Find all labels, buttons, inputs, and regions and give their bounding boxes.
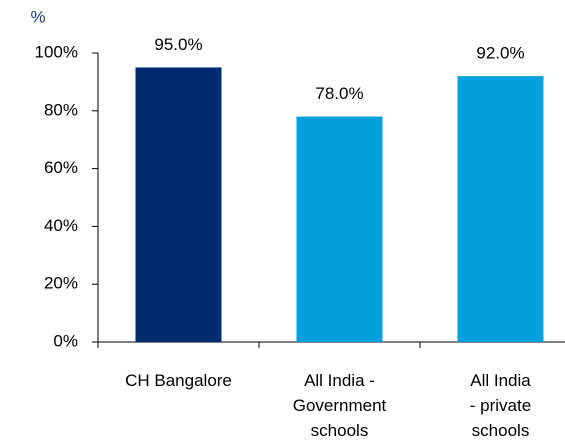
bar [457,76,544,343]
value-label: 78.0% [315,84,363,103]
x-tick-label: All India - private schools [470,371,531,440]
y-tick-label: 80% [44,100,78,119]
value-label: 95.0% [154,35,202,54]
x-tick-label: All India -Government schools [293,371,387,440]
y-tick-label: 0% [53,331,78,350]
y-tick-label: 20% [44,274,78,293]
bar [296,116,383,342]
y-tick-label: 40% [44,216,78,235]
bar [135,67,222,342]
y-tick-label: 100% [35,42,78,61]
y-tick-label: 60% [44,158,78,177]
axis-label: % [30,7,45,26]
x-tick-label: CH Bangalore [125,371,232,390]
value-label: 92.0% [476,44,524,63]
